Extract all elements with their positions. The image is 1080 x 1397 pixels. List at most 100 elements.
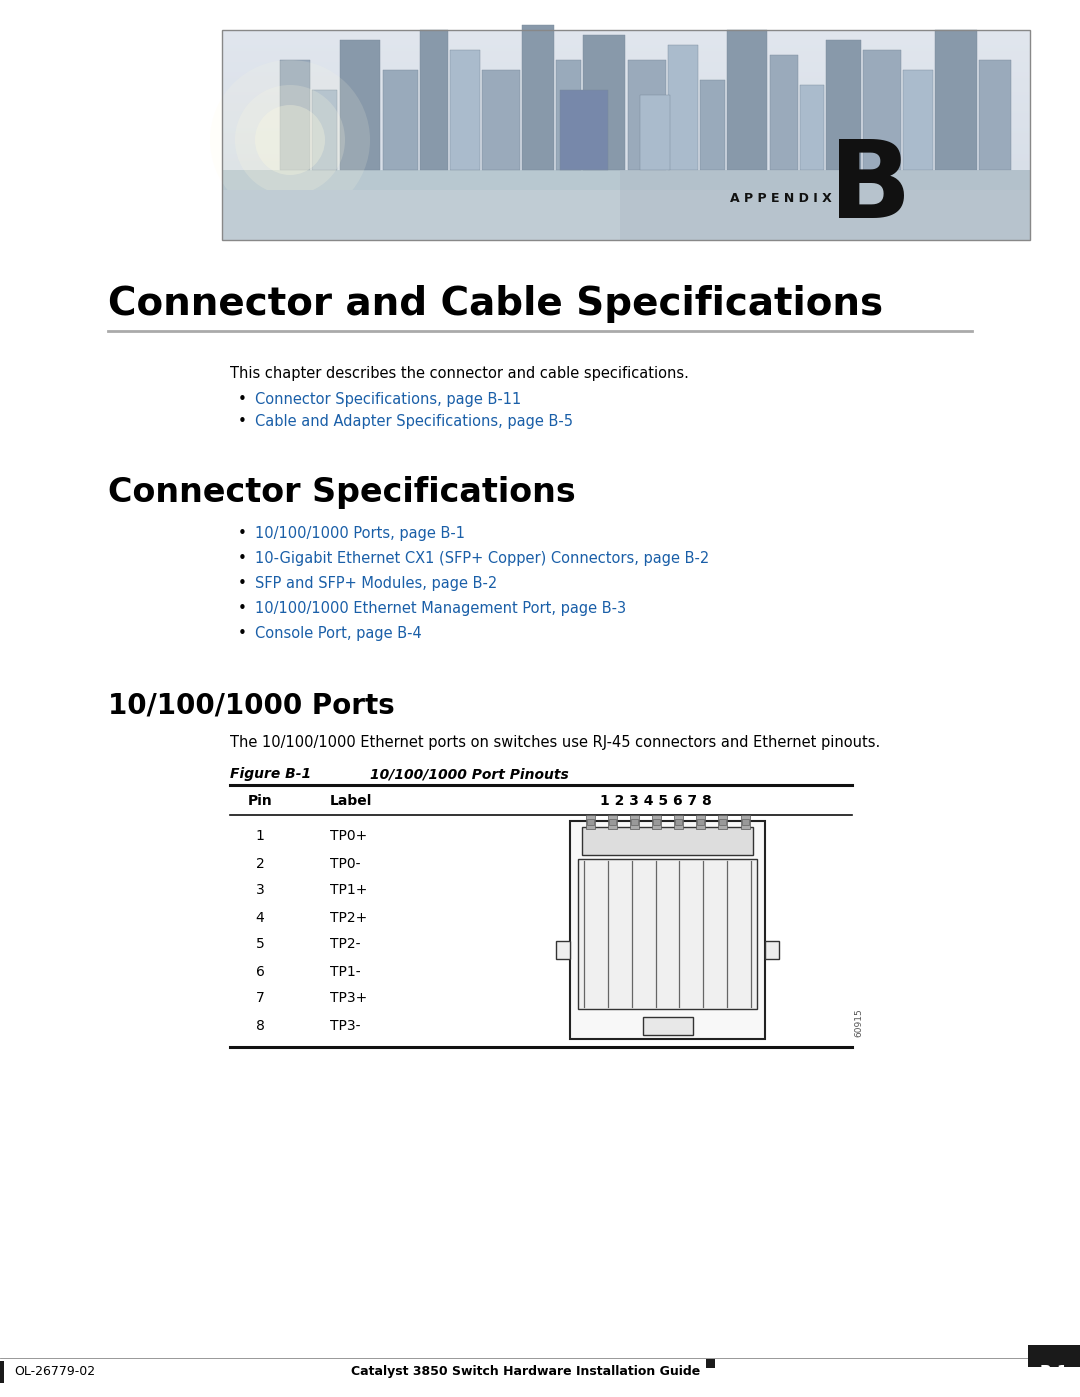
Text: Catalyst 3850 Switch Hardware Installation Guide: Catalyst 3850 Switch Hardware Installati…: [351, 1365, 700, 1377]
Circle shape: [235, 85, 345, 196]
Text: 10/100/1000 Ethernet Management Port, page B-3: 10/100/1000 Ethernet Management Port, pa…: [255, 601, 626, 616]
Bar: [222, 29, 1030, 240]
Text: B-1: B-1: [1040, 1365, 1068, 1380]
Text: TP3+: TP3+: [330, 992, 367, 1006]
Text: 10/100/1000 Ports, page B-1: 10/100/1000 Ports, page B-1: [255, 527, 465, 541]
Text: 10/100/1000 Ports: 10/100/1000 Ports: [108, 692, 395, 719]
Bar: [1028, 1345, 1080, 1368]
Bar: [643, 1017, 692, 1035]
Text: SFP and SFP+ Modules, page B-2: SFP and SFP+ Modules, page B-2: [255, 576, 497, 591]
Bar: [222, 190, 1030, 240]
Bar: [522, 25, 554, 170]
Bar: [653, 819, 660, 826]
Bar: [935, 29, 977, 170]
Bar: [340, 41, 380, 170]
Bar: [630, 814, 638, 828]
Bar: [280, 60, 310, 170]
Bar: [585, 814, 594, 828]
Text: 3: 3: [256, 883, 265, 897]
Bar: [669, 45, 698, 170]
Bar: [697, 814, 705, 828]
Text: •: •: [238, 601, 247, 616]
Text: Console Port, page B-4: Console Port, page B-4: [255, 626, 422, 641]
Text: Cable and Adapter Specifications, page B-5: Cable and Adapter Specifications, page B…: [255, 414, 573, 429]
Bar: [765, 942, 779, 958]
Bar: [582, 827, 753, 855]
Text: 8: 8: [256, 1018, 265, 1032]
Bar: [652, 814, 661, 828]
Bar: [718, 814, 727, 828]
Text: TP1-: TP1-: [330, 964, 361, 978]
Text: 7: 7: [256, 992, 265, 1006]
Bar: [570, 821, 765, 1039]
Bar: [583, 35, 625, 170]
Text: 5: 5: [256, 937, 265, 951]
Bar: [741, 814, 750, 828]
Bar: [700, 80, 725, 170]
Bar: [0, 1361, 4, 1383]
Text: OL-26779-02: OL-26779-02: [14, 1365, 95, 1377]
Text: •: •: [238, 576, 247, 591]
Text: TP0+: TP0+: [330, 830, 367, 844]
Text: B: B: [828, 136, 912, 242]
Text: A P P E N D I X: A P P E N D I X: [730, 191, 832, 204]
Text: This chapter describes the connector and cable specifications.: This chapter describes the connector and…: [230, 366, 689, 381]
Text: •: •: [238, 626, 247, 641]
Text: TP2-: TP2-: [330, 937, 361, 951]
Bar: [556, 60, 581, 170]
Text: 4: 4: [256, 911, 265, 925]
Circle shape: [255, 105, 325, 175]
Text: 2: 2: [256, 856, 265, 870]
Bar: [719, 819, 727, 826]
Text: •: •: [238, 414, 247, 429]
Bar: [640, 95, 670, 170]
Text: Label: Label: [330, 793, 373, 807]
Bar: [706, 1359, 715, 1368]
Text: •: •: [238, 393, 247, 407]
Text: TP3-: TP3-: [330, 1018, 361, 1032]
Text: 1: 1: [256, 830, 265, 844]
Text: TP2+: TP2+: [330, 911, 367, 925]
Text: •: •: [238, 527, 247, 541]
Text: TP0-: TP0-: [330, 856, 361, 870]
Text: 10/100/1000 Port Pinouts: 10/100/1000 Port Pinouts: [370, 767, 569, 781]
Bar: [826, 41, 861, 170]
Bar: [609, 819, 616, 826]
Bar: [312, 89, 337, 170]
Bar: [383, 70, 418, 170]
Text: 6: 6: [256, 964, 265, 978]
Bar: [627, 60, 666, 170]
Bar: [620, 170, 1030, 240]
Bar: [863, 50, 901, 170]
Text: 10-Gigabit Ethernet CX1 (SFP+ Copper) Connectors, page B-2: 10-Gigabit Ethernet CX1 (SFP+ Copper) Co…: [255, 550, 710, 566]
Bar: [727, 29, 767, 170]
Bar: [631, 819, 638, 826]
Text: Connector Specifications, page B-11: Connector Specifications, page B-11: [255, 393, 522, 407]
Text: •: •: [238, 550, 247, 566]
Bar: [903, 70, 933, 170]
Bar: [578, 859, 757, 1009]
Bar: [586, 819, 594, 826]
Text: Connector Specifications: Connector Specifications: [108, 476, 576, 509]
Bar: [675, 819, 683, 826]
Text: Pin: Pin: [247, 793, 272, 807]
Bar: [800, 85, 824, 170]
Bar: [450, 50, 480, 170]
Text: TP1+: TP1+: [330, 883, 367, 897]
Bar: [742, 819, 748, 826]
Bar: [556, 942, 570, 958]
Text: Connector and Cable Specifications: Connector and Cable Specifications: [108, 285, 883, 323]
Bar: [608, 814, 617, 828]
Text: 1 2 3 4 5 6 7 8: 1 2 3 4 5 6 7 8: [600, 793, 712, 807]
Circle shape: [210, 60, 370, 219]
Text: Figure B-1: Figure B-1: [230, 767, 311, 781]
Text: 60915: 60915: [854, 1009, 863, 1037]
Bar: [674, 814, 683, 828]
Bar: [561, 89, 608, 170]
Bar: [698, 819, 704, 826]
Bar: [978, 60, 1011, 170]
Bar: [222, 170, 1030, 240]
Text: The 10/100/1000 Ethernet ports on switches use RJ-45 connectors and Ethernet pin: The 10/100/1000 Ethernet ports on switch…: [230, 735, 880, 750]
Bar: [420, 29, 448, 170]
Bar: [770, 54, 798, 170]
